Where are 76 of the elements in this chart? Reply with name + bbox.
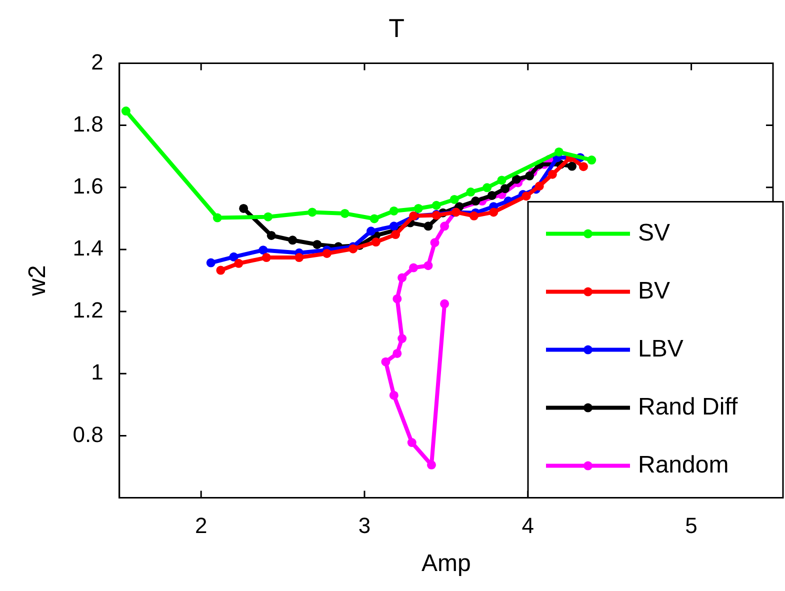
point: [554, 147, 564, 156]
point: [391, 230, 400, 240]
point: [409, 263, 418, 272]
y-tick-label: 2: [91, 49, 104, 74]
point: [121, 106, 130, 116]
point: [288, 236, 298, 245]
point: [206, 258, 216, 268]
point: [392, 348, 402, 358]
point: [469, 211, 478, 220]
x-tick-label: 3: [358, 513, 371, 538]
y-axis-title: w2: [24, 265, 52, 297]
point: [389, 390, 398, 400]
point: [534, 182, 544, 191]
point: [340, 208, 350, 218]
point: [424, 261, 433, 270]
point: [239, 204, 248, 213]
point: [322, 248, 332, 258]
point: [414, 204, 423, 213]
y-tick-label: 1.6: [72, 173, 104, 198]
point: [548, 170, 557, 179]
point: [212, 213, 222, 222]
point: [512, 174, 521, 184]
chart-title: T: [388, 12, 405, 43]
point: [578, 162, 588, 172]
point: [264, 212, 273, 222]
point: [424, 222, 433, 231]
point: [234, 258, 244, 268]
point: [440, 222, 450, 231]
x-tick-label: 4: [522, 513, 534, 538]
point: [381, 357, 390, 366]
point: [229, 252, 238, 262]
point: [216, 266, 226, 275]
point: [430, 238, 440, 248]
legend-label: Random: [638, 451, 729, 478]
legend-label: SV: [638, 219, 670, 246]
point: [371, 238, 380, 247]
point: [426, 460, 436, 470]
point: [466, 188, 476, 197]
point: [262, 253, 271, 262]
point: [568, 162, 577, 171]
point: [497, 176, 506, 185]
y-tick-label: 0.8: [72, 422, 104, 447]
point: [482, 183, 492, 192]
point: [500, 184, 510, 194]
y-tick-label: 1: [91, 360, 104, 385]
point: [366, 226, 376, 236]
x-tick-label: 5: [685, 513, 698, 538]
point: [294, 253, 304, 262]
point: [487, 190, 496, 200]
point: [432, 200, 441, 210]
point: [398, 334, 407, 344]
x-tick-label: 2: [194, 513, 208, 538]
point: [266, 230, 276, 240]
point: [471, 196, 480, 206]
legend-label: BV: [638, 277, 670, 304]
point: [308, 208, 317, 217]
point: [489, 208, 498, 217]
point: [370, 214, 379, 224]
point: [522, 192, 531, 201]
legend-label: LBV: [638, 335, 684, 362]
y-tick-label: 1.4: [72, 236, 104, 261]
legend-label: Rand Diff: [638, 393, 738, 420]
point: [440, 299, 450, 308]
point: [392, 294, 402, 304]
y-tick-label: 1.2: [72, 298, 104, 323]
point: [312, 240, 322, 249]
point: [398, 273, 407, 282]
point: [407, 438, 416, 448]
y-tick-label: 1.8: [72, 111, 104, 136]
x-axis-title: Amp: [422, 550, 471, 578]
point: [389, 222, 398, 231]
point: [525, 171, 534, 180]
point: [450, 194, 459, 204]
point: [389, 206, 398, 216]
point: [258, 246, 268, 255]
point: [587, 156, 596, 165]
